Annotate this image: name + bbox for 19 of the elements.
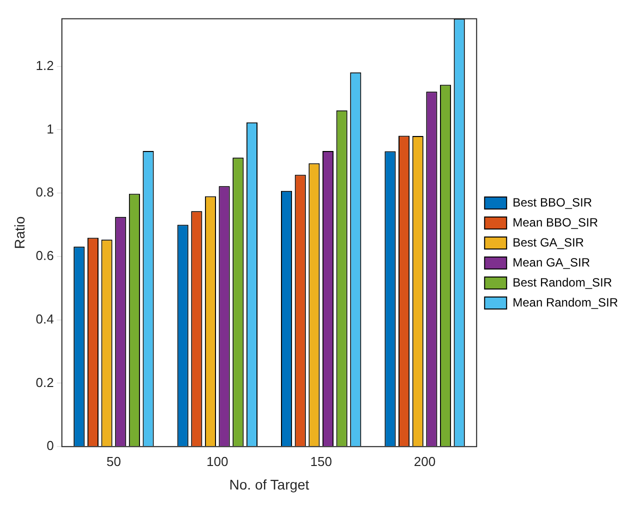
x-axis-title: No. of Target	[229, 476, 310, 492]
legend-label: Mean GA_SIR	[512, 255, 590, 270]
legend-label: Best Random_SIR	[512, 275, 612, 290]
y-tick-label: 0.4	[36, 311, 54, 326]
legend-label: Best BBO_SIR	[512, 195, 592, 210]
y-tick-label: 0.8	[36, 184, 54, 200]
y-tick-label: 0.6	[36, 248, 54, 264]
y-tick-label: 1	[46, 121, 54, 136]
legend-label: Mean BBO_SIR	[512, 215, 598, 230]
y-tick-label: 0.2	[36, 374, 54, 390]
y-tick-label: 0	[46, 438, 54, 454]
x-tick-label: 50	[106, 454, 121, 469]
legend-label: Best GA_SIR	[512, 235, 584, 250]
y-axis-title: Ratio	[11, 216, 28, 250]
x-tick-label: 100	[206, 454, 228, 469]
x-tick-label: 150	[310, 454, 332, 469]
x-tick-label: 200	[414, 454, 436, 469]
y-tick-label: 1.2	[36, 58, 54, 73]
legend-label: Mean Random_SIR	[512, 295, 618, 310]
